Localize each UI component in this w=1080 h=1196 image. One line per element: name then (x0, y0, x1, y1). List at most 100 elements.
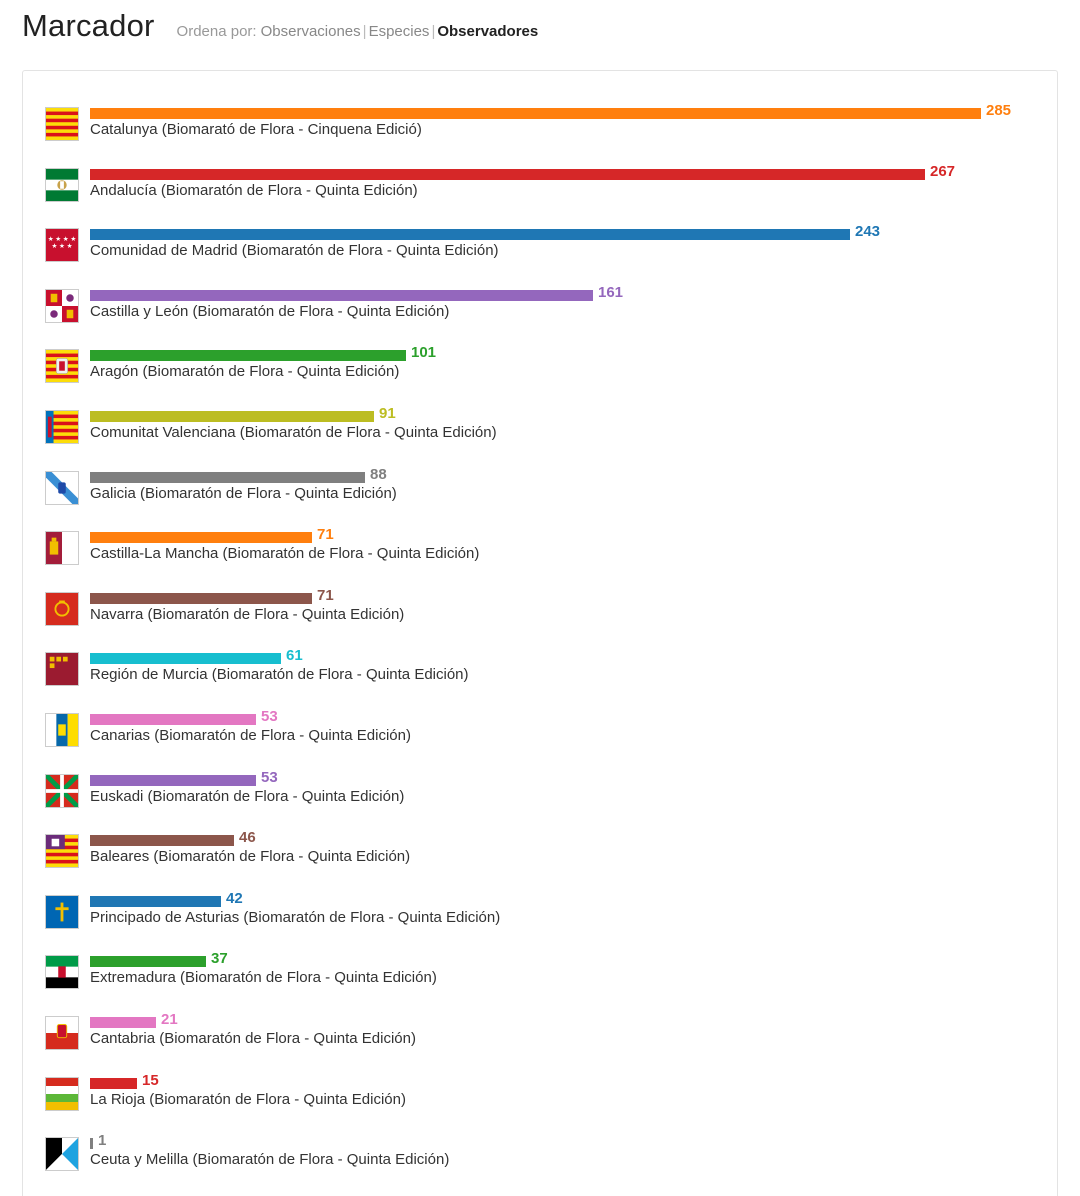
chart-bar (90, 350, 406, 362)
bar-value-label: 91 (379, 405, 396, 422)
leaderboard-row[interactable]: 37 Extremadura (Biomaratón de Flora - Qui… (23, 950, 1053, 995)
euskadi-flag-icon (45, 773, 79, 808)
chart-bar (90, 229, 850, 241)
chart-bar (90, 289, 593, 301)
catalunya-flag-icon (45, 107, 79, 141)
madrid-flag-icon: ★ ★ ★ ★ ★ ★ ★ (45, 228, 79, 263)
svg-text:★: ★ (70, 235, 76, 243)
leaderboard-row[interactable]: ★ ★ ★ ★ ★ ★ ★ 243 Comunidad de Madrid (Biomarató… (23, 223, 1053, 268)
bar-category-label: Catalunya (Biomarató de Flora - Cinquena… (90, 121, 422, 138)
bar-category-label: Castilla-La Mancha (Biomaratón de Flora … (90, 545, 480, 563)
leaderboard-row[interactable]: 88 Galicia (Biomaratón de Flora - Quinta … (23, 466, 1053, 511)
chart-bar (90, 108, 981, 119)
chart-bar (90, 471, 365, 483)
page-title: Marcador (22, 8, 155, 43)
sort-option-observadores[interactable]: Observadores (437, 23, 539, 40)
leaderboard-row[interactable]: 61 Región de Murcia (Biomaratón de Flora … (23, 647, 1053, 692)
bar-value-label: 46 (239, 829, 256, 847)
header: Marcador Ordena por: Observaciones | Esp… (22, 8, 538, 48)
separator: | (362, 23, 367, 40)
chart-bar (90, 956, 206, 968)
leaderboard-row[interactable]: 91 Comunitat Valenciana (Biomaratón de Fl… (23, 405, 1053, 450)
bar-category-label: Ceuta y Melilla (Biomaratón de Flora - Q… (90, 1151, 450, 1169)
leaderboard-row[interactable]: 71 Navarra (Biomaratón de Flora - Quinta … (23, 587, 1053, 632)
la-rioja-flag-icon (45, 1076, 79, 1111)
bar-value-label: 1 (98, 1132, 107, 1150)
leaderboard-panel: 285 Catalunya (Biomarató de Flora - Cinqu… (22, 70, 1058, 1196)
canarias-flag-icon (45, 713, 79, 747)
chart-bar (90, 411, 374, 422)
leaderboard-row[interactable]: 42 Principado de Asturias (Biomaratón de … (23, 890, 1053, 935)
castilla-la-mancha-flag-icon (45, 531, 79, 566)
leaderboard-row[interactable]: 267 Andalucía (Biomaratón de Flora - Quin… (23, 163, 1053, 208)
ceuta-melilla-flag-icon (45, 1137, 79, 1172)
valencia-flag-icon (45, 410, 79, 444)
chart-bar (90, 714, 256, 725)
navarra-flag-icon (45, 591, 79, 626)
leaderboard-row[interactable]: 53 Euskadi (Biomaratón de Flora - Quinta … (23, 769, 1053, 814)
bar-category-label: Cantabria (Biomaratón de Flora - Quinta … (90, 1030, 416, 1047)
chart-bar (90, 1138, 93, 1150)
svg-text:★: ★ (63, 235, 69, 243)
bar-category-label: Comunidad de Madrid (Biomaratón de Flora… (90, 242, 499, 260)
bar-value-label: 42 (226, 889, 243, 907)
bar-category-label: Castilla y León (Biomaratón de Flora - Q… (90, 302, 450, 320)
bar-category-label: Comunitat Valenciana (Biomaratón de Flor… (90, 424, 497, 441)
bar-value-label: 21 (161, 1011, 178, 1028)
separator: | (431, 23, 436, 40)
bar-category-label: Principado de Asturias (Biomaratón de Fl… (90, 908, 501, 926)
bar-value-label: 53 (261, 768, 278, 786)
galicia-flag-icon (45, 470, 79, 505)
castilla-leon-flag-icon (45, 288, 79, 323)
leaderboard-row[interactable]: 1 Ceuta y Melilla (Biomaratón de Flora - … (23, 1132, 1053, 1177)
aragon-flag-icon (45, 349, 79, 384)
svg-text:★: ★ (52, 242, 58, 250)
asturias-flag-icon (45, 894, 79, 929)
bar-category-label: Región de Murcia (Biomaratón de Flora - … (90, 666, 469, 684)
bar-value-label: 71 (317, 526, 334, 544)
extremadura-flag-icon (45, 955, 79, 990)
sort-label: Ordena por: (176, 23, 257, 40)
bar-value-label: 285 (986, 102, 1012, 119)
svg-text:★: ★ (48, 235, 54, 243)
bar-value-label: 71 (317, 586, 334, 604)
baleares-flag-icon (45, 834, 79, 869)
leaderboard-row[interactable]: 15 La Rioja (Biomaratón de Flora - Quinta… (23, 1072, 1053, 1117)
svg-text:★: ★ (55, 235, 61, 243)
leaderboard-row[interactable]: 71 Castilla-La Mancha (Biomaratón de Flor… (23, 526, 1053, 571)
leaderboard-row[interactable]: 21 Cantabria (Biomaratón de Flora - Quint… (23, 1011, 1053, 1056)
cantabria-flag-icon (45, 1016, 79, 1050)
leaderboard-row[interactable]: 161 Castilla y León (Biomaratón de Flora … (23, 284, 1053, 329)
bar-value-label: 61 (286, 647, 303, 665)
bar-category-label: Galicia (Biomaratón de Flora - Quinta Ed… (90, 484, 397, 502)
leaderboard-row[interactable]: 285 Catalunya (Biomarató de Flora - Cinqu… (23, 102, 1053, 147)
bar-category-label: Canarias (Biomaratón de Flora - Quinta E… (90, 727, 411, 744)
bar-category-label: Navarra (Biomaratón de Flora - Quinta Ed… (90, 605, 405, 623)
chart-bar (90, 895, 221, 907)
bar-value-label: 88 (370, 465, 387, 483)
leaderboard-row[interactable]: 46 Baleares (Biomaratón de Flora - Quinta… (23, 829, 1053, 874)
bar-value-label: 15 (142, 1071, 159, 1089)
chart-bar (90, 592, 312, 604)
chart-bar (90, 835, 234, 847)
bar-value-label: 161 (598, 283, 624, 301)
chart-bar (90, 653, 281, 665)
chart-bar (90, 1077, 137, 1089)
murcia-flag-icon (45, 652, 79, 687)
bar-category-label: Baleares (Biomaratón de Flora - Quinta E… (90, 848, 411, 866)
andalucia-flag-icon (45, 167, 79, 202)
bar-value-label: 243 (855, 223, 881, 241)
svg-text:★: ★ (59, 242, 65, 250)
sort-option-observaciones[interactable]: Observaciones (260, 23, 361, 40)
chart-bar (90, 1017, 156, 1028)
bar-category-label: Extremadura (Biomaratón de Flora - Quint… (90, 969, 437, 987)
sort-bar: Ordena por: Observaciones | Especies | O… (177, 23, 539, 40)
bar-value-label: 53 (261, 708, 278, 725)
leaderboard-row[interactable]: 53 Canarias (Biomaratón de Flora - Quinta… (23, 708, 1053, 753)
bar-category-label: Euskadi (Biomaratón de Flora - Quinta Ed… (90, 787, 405, 805)
bar-category-label: La Rioja (Biomaratón de Flora - Quinta E… (90, 1090, 406, 1108)
chart-bar (90, 168, 925, 180)
leaderboard-row[interactable]: 101 Aragón (Biomaratón de Flora - Quinta … (23, 344, 1053, 389)
sort-option-especies[interactable]: Especies (368, 23, 430, 40)
chart-bar (90, 774, 256, 786)
